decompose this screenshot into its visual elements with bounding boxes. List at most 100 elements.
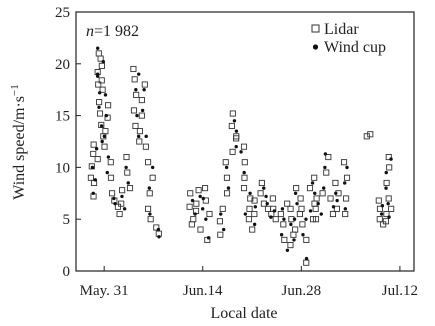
lidar-point	[187, 190, 194, 197]
x-axis-title: Local date	[210, 305, 277, 322]
wind-cup-point	[136, 134, 141, 139]
lidar-point	[311, 200, 318, 207]
y-tick-label: 20	[55, 57, 70, 73]
wind-cup-point	[126, 181, 130, 185]
lidar-point	[186, 203, 193, 210]
lidar-point	[228, 122, 235, 130]
annotation-n-value: =1 982	[94, 23, 139, 40]
y-axis-ticks: 0 5 10 15 20 25	[55, 5, 81, 280]
lidar-point	[133, 91, 140, 98]
lidar-point	[367, 131, 374, 138]
lidar-point	[206, 210, 213, 218]
wind-cup-point	[97, 91, 102, 95]
lidar-point	[311, 174, 318, 181]
lidar-point	[116, 210, 123, 218]
lidar-point	[142, 143, 149, 150]
wind-cup-point	[262, 186, 266, 190]
wind-cup-point	[104, 113, 109, 118]
wind-cup-point	[144, 134, 148, 139]
wind-cup-point	[316, 201, 320, 206]
wind-cup-point	[384, 170, 388, 175]
lidar-point	[130, 65, 137, 73]
wind-cup-point	[135, 113, 139, 118]
wind-cup-point	[156, 227, 161, 232]
wind-cup-point	[264, 194, 268, 199]
lidar-point	[138, 97, 145, 104]
wind-cup-point	[295, 201, 299, 206]
wind-cup-point	[323, 152, 328, 156]
lidar-point	[132, 122, 139, 130]
lidar-point	[136, 138, 143, 145]
x-tick-label: Jun.28	[282, 283, 322, 299]
lidar-point	[96, 99, 103, 106]
wind-cup-point	[134, 88, 138, 92]
lidar-point	[299, 221, 306, 228]
lidar-point	[98, 77, 105, 84]
lidar-point	[287, 242, 294, 249]
lidar-point	[298, 205, 305, 212]
lidar-point	[292, 226, 299, 233]
lidar-point	[240, 143, 248, 150]
wind-cup-point	[96, 46, 100, 50]
wind-cup-point	[345, 165, 349, 170]
lidar-point	[258, 179, 265, 186]
lidar-point	[241, 159, 248, 166]
wind-cup-point	[279, 233, 284, 237]
wind-cup-point	[200, 207, 205, 211]
lidar-point	[325, 153, 332, 161]
wind-cup-point	[224, 165, 229, 170]
lidar-point	[202, 197, 209, 204]
wind-cup-point	[122, 207, 127, 211]
lidar-point	[193, 200, 200, 207]
wind-cup-point	[102, 134, 107, 139]
wind-cup-point	[93, 178, 97, 182]
wind-cup-point	[124, 165, 128, 170]
lidar-point	[105, 102, 112, 109]
wind-cup-point	[137, 72, 141, 76]
lidar-point	[123, 153, 130, 161]
lidar-point	[383, 179, 390, 186]
wind-cup-point	[292, 238, 296, 242]
x-tick-label: Jul.12	[382, 283, 418, 299]
lidar-point	[96, 110, 104, 117]
lidar-point	[332, 179, 339, 186]
wind-cup-point	[204, 217, 208, 221]
lidar-point	[197, 226, 204, 233]
lidar-point	[376, 216, 383, 223]
lidar-point	[107, 159, 114, 166]
lidar-point	[136, 128, 143, 135]
lidar-point	[109, 190, 116, 197]
lidar-point	[383, 210, 390, 218]
lidar-point	[138, 112, 145, 119]
lidar-point	[223, 190, 231, 197]
lidar-point	[312, 205, 319, 212]
wind-cup-point	[232, 119, 237, 123]
wind-cup-point	[331, 205, 336, 209]
wind-cup-point	[242, 170, 246, 175]
y-tick-label: 25	[55, 5, 70, 21]
lidar-point	[319, 190, 326, 197]
wind-cup-point	[90, 165, 95, 170]
wind-cup-point	[226, 186, 231, 190]
wind-cup-point	[239, 150, 243, 154]
lidar-point	[306, 185, 314, 192]
lidar-point	[245, 216, 252, 223]
wind-cup-point	[272, 209, 277, 213]
wind-cup-point	[140, 108, 145, 113]
wind-cup-point	[387, 215, 391, 219]
wind-cup-point	[234, 144, 238, 149]
wind-cup-point	[221, 227, 226, 232]
lidar-point	[303, 236, 310, 243]
wind-cup-point	[285, 248, 290, 252]
lidar-point	[107, 174, 115, 181]
lidar-point	[284, 200, 291, 207]
lidar-point	[382, 218, 389, 225]
lidar-point	[201, 185, 209, 192]
x-tick-label: May. 31	[80, 283, 129, 299]
y-tick-label: 0	[63, 264, 71, 280]
lidar-point	[126, 185, 134, 192]
wind-cup-point	[219, 212, 223, 216]
wind-cup-point	[106, 155, 111, 159]
wind-cup-point	[147, 186, 152, 190]
lidar-point	[264, 205, 272, 212]
